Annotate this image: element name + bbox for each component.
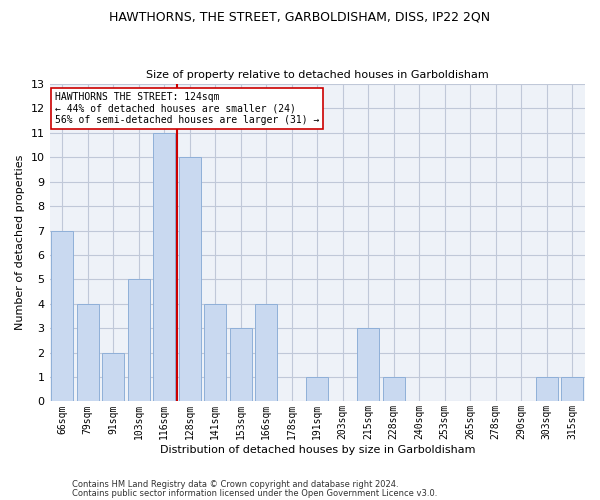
Bar [103, 352, 124, 402]
Bar [77, 304, 98, 402]
Bar [128, 280, 149, 402]
Text: Contains HM Land Registry data © Crown copyright and database right 2024.: Contains HM Land Registry data © Crown c… [72, 480, 398, 489]
Bar [256, 304, 277, 402]
Bar [358, 328, 379, 402]
Bar [154, 133, 175, 402]
Text: HAWTHORNS THE STREET: 124sqm
← 44% of detached houses are smaller (24)
56% of se: HAWTHORNS THE STREET: 124sqm ← 44% of de… [55, 92, 319, 125]
Bar [179, 158, 200, 402]
Bar [52, 230, 73, 402]
Bar [562, 377, 583, 402]
Text: HAWTHORNS, THE STREET, GARBOLDISHAM, DISS, IP22 2QN: HAWTHORNS, THE STREET, GARBOLDISHAM, DIS… [109, 10, 491, 23]
Bar [230, 328, 251, 402]
Text: Contains public sector information licensed under the Open Government Licence v3: Contains public sector information licen… [72, 488, 437, 498]
Bar [536, 377, 557, 402]
Title: Size of property relative to detached houses in Garboldisham: Size of property relative to detached ho… [146, 70, 488, 81]
X-axis label: Distribution of detached houses by size in Garboldisham: Distribution of detached houses by size … [160, 445, 475, 455]
Bar [383, 377, 404, 402]
Bar [205, 304, 226, 402]
Y-axis label: Number of detached properties: Number of detached properties [15, 155, 25, 330]
Bar [307, 377, 328, 402]
